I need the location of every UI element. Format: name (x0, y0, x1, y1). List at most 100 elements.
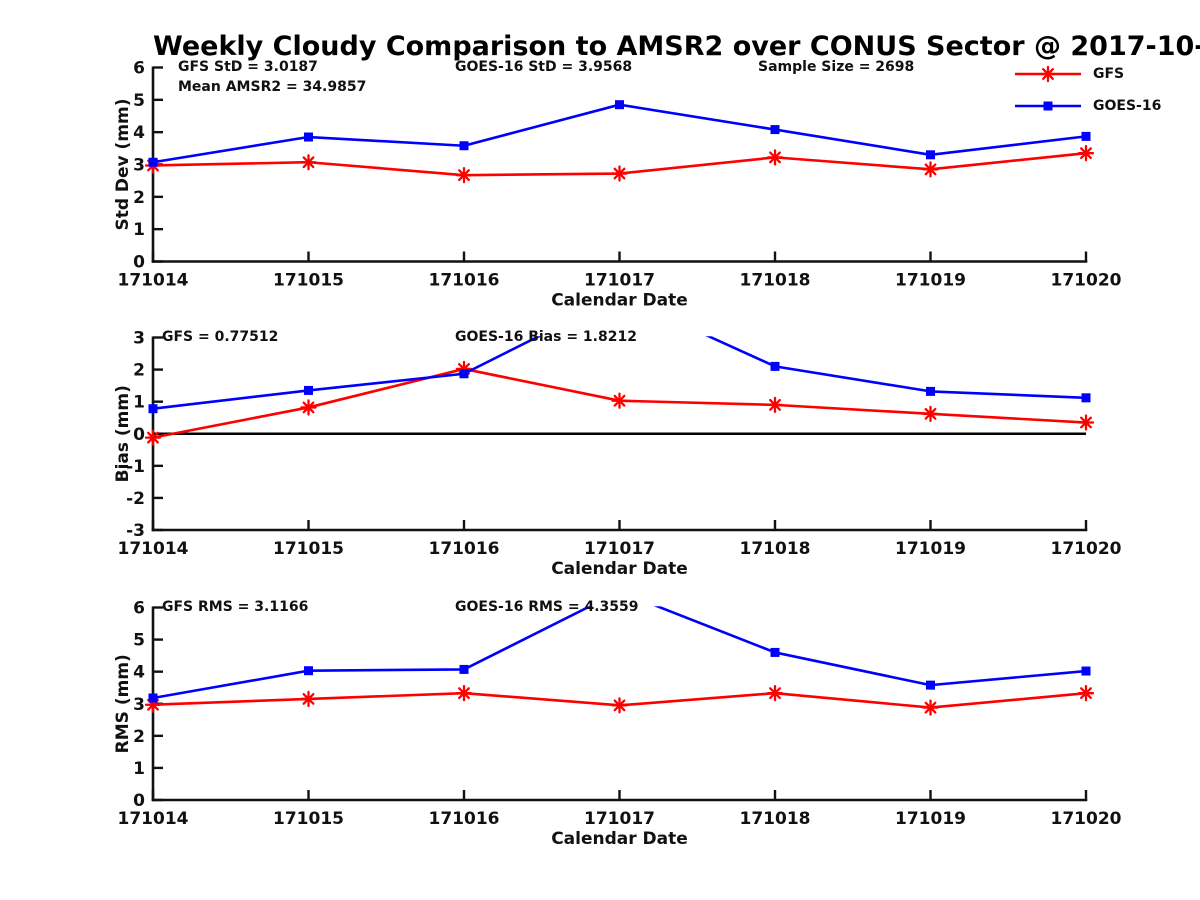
bias-y-tick-label: 3 (133, 329, 145, 349)
goes-16-line-swatch (1015, 101, 1081, 111)
bias-gfs-marker (922, 405, 939, 423)
bias-gfs-marker (1077, 414, 1095, 431)
bias-y-ticks: -3 -2 -1 0 1 2 3 (126, 329, 163, 541)
rms-y-ticks: 0 1 2 3 4 5 6 (133, 599, 163, 811)
rms-x-tick-label: 171019 (895, 809, 966, 829)
rms-x-tick-label: 171018 (740, 809, 811, 829)
stddev-y-tick-label: 5 (133, 91, 145, 111)
rms-goes-16-marker (1081, 666, 1091, 676)
bias-x-ticks: 171014 171015 171016 171017 171018 171019 1710… (118, 520, 1122, 559)
stddev-annotation: Sample Size = 2698 (758, 59, 914, 75)
bias-x-tick-label: 171015 (273, 539, 344, 559)
bias-y-tick-label: 2 (133, 361, 145, 381)
stddev-goes-16-marker (926, 150, 935, 160)
stddev-x-tick-label: 171015 (273, 271, 344, 291)
rms-gfs-series (144, 685, 1095, 716)
rms-y-tick-label: 2 (133, 727, 145, 747)
bias-x-tick-label: 171019 (895, 539, 966, 559)
bias-subplot: -3 -2 -1 0 1 2 3 171014 171015 171016 171017 171018… (113, 329, 1122, 580)
stddev-y-tick-label: 6 (133, 59, 145, 79)
stddev-annotation: GFS StD = 3.0187 (178, 59, 318, 75)
legend: GFS GOES-16 (1014, 63, 1161, 127)
goes-16-marker-icon (1043, 101, 1053, 111)
stddev-gfs-marker (300, 154, 317, 171)
bias-x-tick-label: 171017 (584, 539, 655, 559)
bias-goes-16-line (152, 336, 1087, 411)
rms-x-axis-label: Calendar Date (551, 829, 688, 849)
bias-goes-16-marker (304, 385, 313, 395)
bias-y-tick-label: 0 (133, 425, 145, 445)
legend-label-goes-16: GOES-16 (1093, 98, 1162, 114)
stddev-goes-16-marker (770, 125, 780, 135)
stddev-goes-16-marker (1081, 131, 1091, 141)
legend-label-gfs: GFS (1093, 66, 1125, 82)
rms-y-tick-label: 5 (133, 631, 145, 651)
bias-gfs-series (144, 360, 1095, 446)
rms-y-axis-label: RMS (mm) (113, 654, 133, 753)
bias-y-tick-label: -2 (126, 489, 145, 509)
bias-gfs-marker (766, 396, 784, 414)
bias-goes-16-marker (148, 404, 158, 414)
rms-x-tick-label: 171017 (584, 809, 655, 829)
stddev-goes-16-series (148, 100, 1091, 167)
chart-title: Weekly Cloudy Comparison to AMSR2 over C… (153, 31, 1200, 62)
stddev-goes-16-marker (459, 141, 469, 151)
rms-goes-16-marker (304, 666, 313, 676)
stddev-x-tick-label: 171018 (740, 271, 811, 291)
bias-x-tick-label: 171016 (429, 539, 500, 559)
rms-goes-16-marker (926, 680, 935, 690)
stddev-y-tick-label: 4 (133, 123, 145, 143)
rms-gfs-marker (922, 699, 939, 716)
bias-annotation: GOES-16 Bias = 1.8212 (455, 329, 637, 345)
bias-x-tick-label: 171020 (1051, 539, 1122, 559)
stddev-annotation: GOES-16 StD = 3.9568 (455, 59, 632, 75)
bias-goes-16-marker (459, 369, 469, 379)
gfs-line-swatch (1015, 65, 1081, 83)
stddev-y-tick-label: 1 (133, 220, 145, 240)
stddev-goes-16-marker (615, 100, 624, 110)
stddev-y-tick-label: 0 (133, 253, 145, 273)
bias-x-axis-label: Calendar Date (551, 559, 688, 579)
rms-annotation: GOES-16 RMS = 4.3559 (455, 599, 639, 615)
legend-item-goes-16: GOES-16 (1014, 95, 1161, 117)
rms-x-tick-label: 171015 (273, 809, 344, 829)
rms-goes-16-marker (148, 693, 158, 703)
bias-y-tick-label: -1 (126, 457, 145, 477)
legend-item-gfs: GFS (1014, 63, 1161, 85)
stddev-x-axis-label: Calendar Date (551, 291, 688, 311)
stddev-annotation: Mean AMSR2 = 34.9857 (178, 79, 366, 95)
stddev-gfs-marker (1077, 145, 1095, 162)
bias-x-tick-label: 171018 (740, 539, 811, 559)
stddev-gfs-marker (611, 165, 628, 182)
stddev-gfs-marker (455, 167, 473, 184)
stddev-axes (151, 66, 1088, 263)
rms-gfs-marker (1077, 685, 1095, 702)
stddev-x-tick-label: 171020 (1051, 271, 1122, 291)
stddev-x-tick-label: 171014 (118, 271, 189, 291)
bias-y-tick-label: 1 (133, 393, 145, 413)
rms-y-tick-label: 1 (133, 759, 145, 779)
rms-x-tick-label: 171020 (1051, 809, 1122, 829)
stddev-y-tick-label: 3 (133, 156, 145, 176)
bias-gfs-marker (144, 429, 162, 446)
bias-goes-16-series (148, 336, 1091, 414)
rms-x-tick-label: 171016 (429, 809, 500, 829)
rms-y-tick-label: 3 (133, 695, 145, 715)
rms-gfs-marker (766, 685, 784, 702)
stddev-goes-16-marker (148, 157, 158, 167)
stddev-y-axis-label: Std Dev (mm) (113, 98, 133, 230)
bias-x-tick-label: 171014 (118, 539, 189, 559)
rms-y-tick-label: 6 (133, 599, 145, 619)
gfs-marker-icon (1039, 65, 1057, 83)
rms-goes-16-marker (770, 647, 780, 657)
bias-gfs-marker (300, 399, 317, 416)
bias-goes-16-marker (770, 361, 780, 371)
stddev-x-ticks: 171014 171015 171016 171017 171018 171019 1710… (118, 251, 1122, 291)
bias-y-axis-label: Bias (mm) (113, 385, 133, 482)
stddev-gfs-marker (766, 149, 784, 166)
rms-gfs-marker (611, 697, 628, 714)
bias-annotation: GFS = 0.77512 (162, 329, 278, 345)
